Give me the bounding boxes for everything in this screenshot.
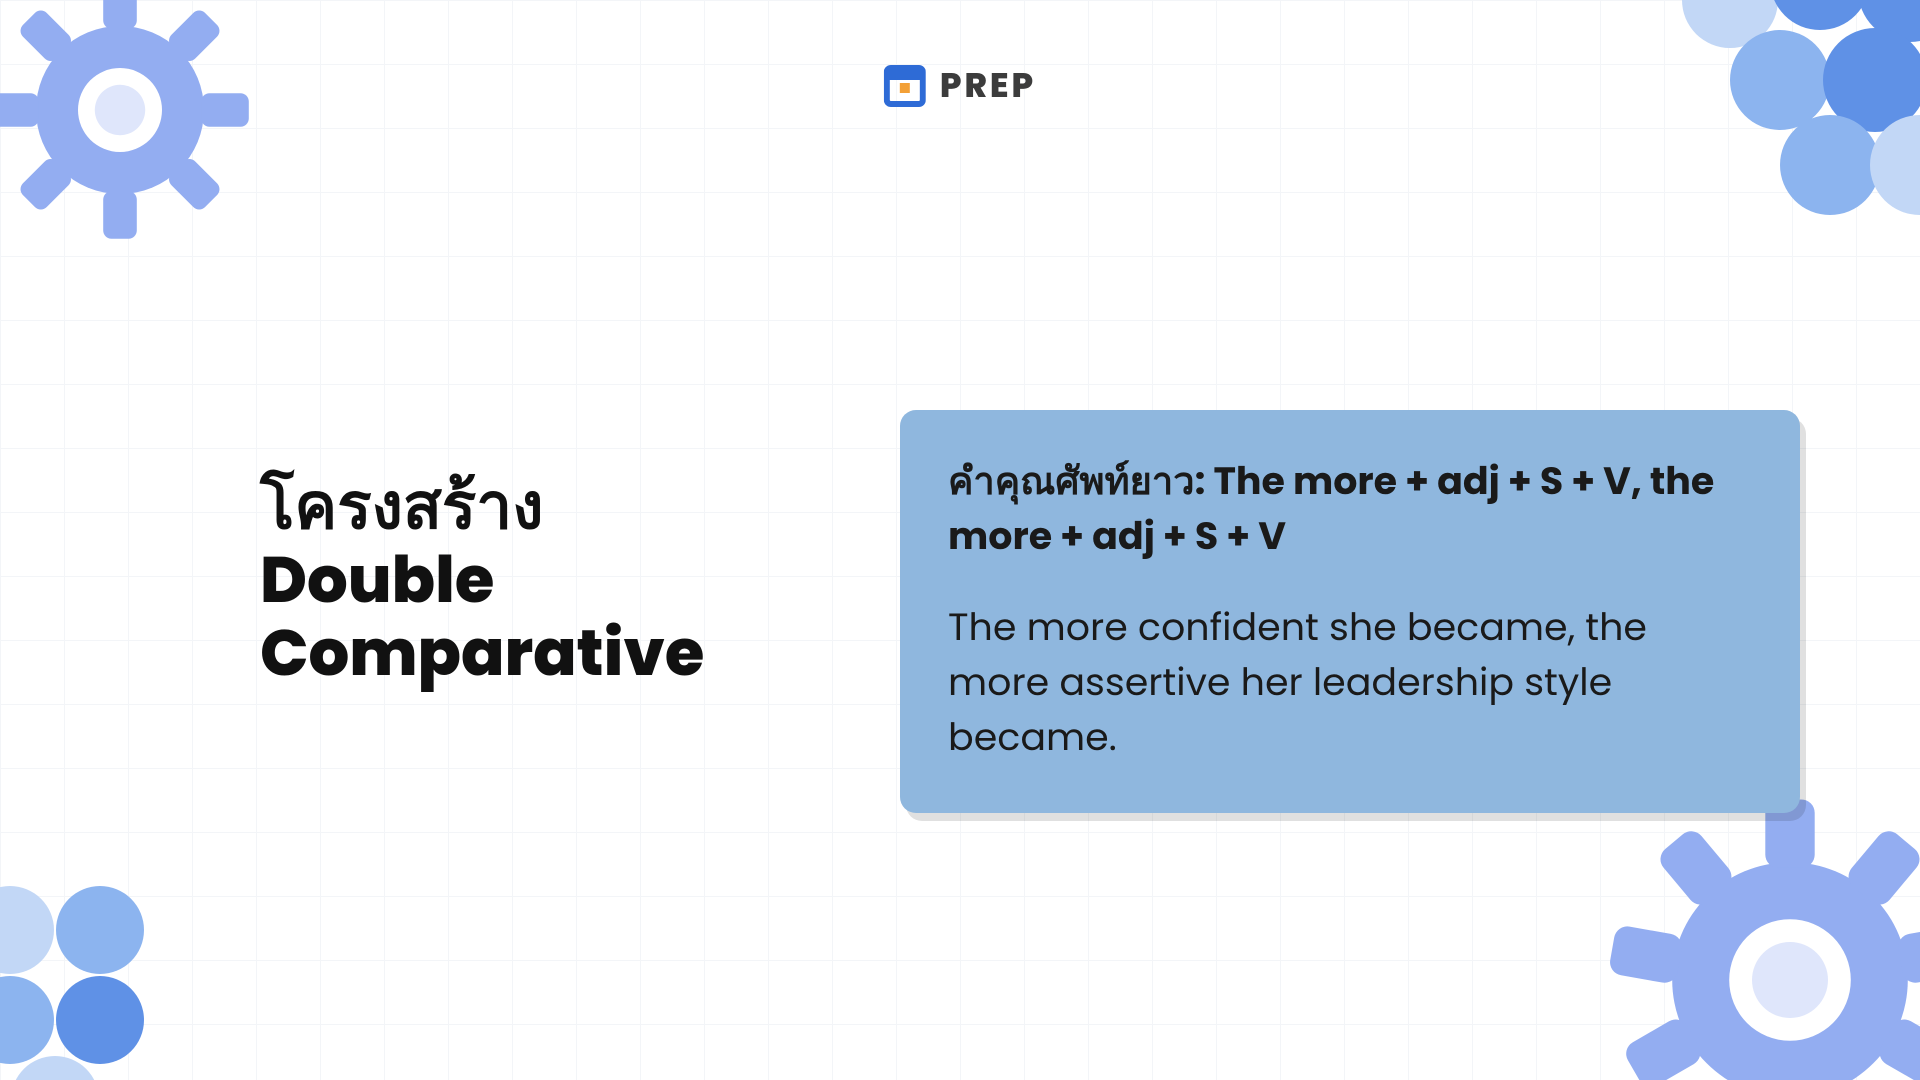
formula-text: คำคุณศัพท์ยาว: The more + adj + S + V, t…: [948, 454, 1752, 564]
example-text: The more confident she became, the more …: [948, 600, 1752, 765]
logo-icon: [884, 65, 926, 107]
content-card: คำคุณศัพท์ยาว: The more + adj + S + V, t…: [900, 410, 1800, 813]
brand-logo: PREP: [884, 60, 1036, 111]
page-title: โครงสร้าง Double Comparative: [260, 470, 704, 691]
logo-text: PREP: [940, 60, 1036, 111]
title-line: Comparative: [260, 609, 704, 698]
